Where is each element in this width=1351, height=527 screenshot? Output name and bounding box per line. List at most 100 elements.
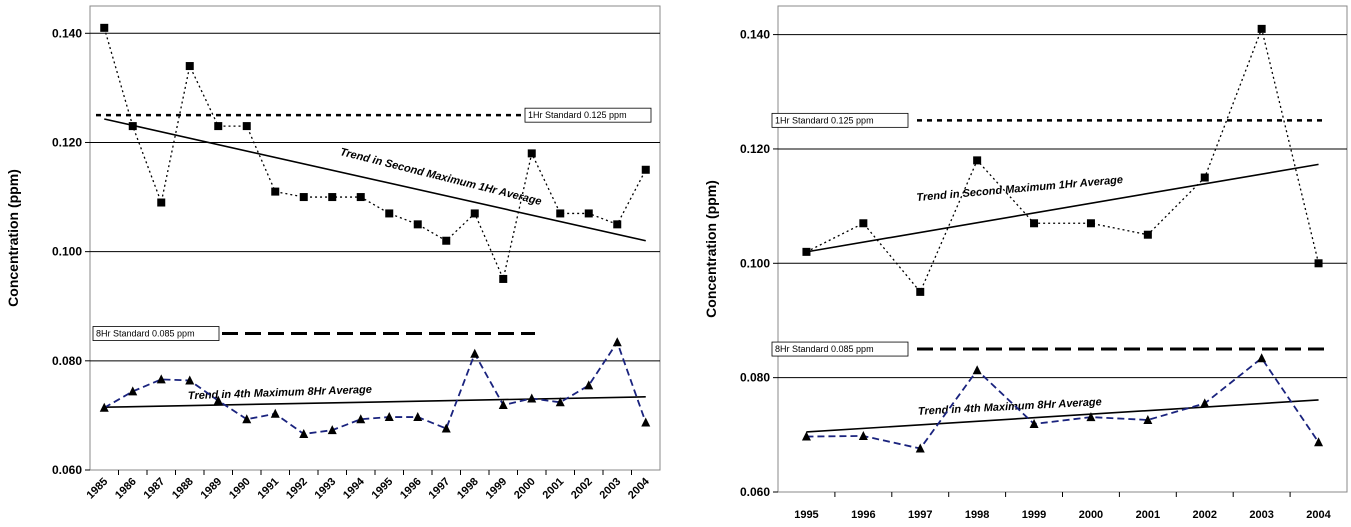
trend-line-8hr (104, 396, 646, 409)
x-tick-label: 1988 (170, 476, 196, 502)
y-tick-label: 0.120 (52, 135, 82, 149)
data-point-square (1314, 259, 1323, 268)
standard-label-box (524, 107, 652, 123)
data-point-triangle (1314, 437, 1324, 447)
trend-line-1hr (806, 163, 1319, 253)
data-point-triangle (555, 397, 565, 407)
data-point-triangle (242, 414, 252, 424)
x-tick-label: 1997 (908, 509, 932, 521)
data-point-triangle (327, 425, 337, 435)
standard-label-box (771, 112, 909, 128)
x-tick-label: 1989 (199, 476, 225, 502)
data-point-square (1086, 219, 1095, 228)
series-1hr-line (806, 26, 1320, 294)
x-tick-label: 1995 (794, 509, 818, 521)
data-point-square (185, 62, 194, 71)
x-tick-label: 2001 (1136, 509, 1160, 521)
x-tick-label: 2000 (1079, 509, 1103, 521)
series-8hr-line (806, 356, 1320, 450)
x-tick-label: 1985 (85, 476, 111, 502)
x-tick-label: 1997 (427, 476, 453, 502)
x-tick-label: 1987 (142, 476, 168, 502)
y-tick-label: 0.080 (52, 354, 82, 368)
x-tick-label: 1992 (284, 476, 310, 502)
x-tick-label: 2002 (569, 476, 595, 502)
chart-right: 0.060 0.080 0.100 0.120 0.140 1995 1996 1997 199… (703, 5, 1348, 521)
standard-label: 1Hr Standard 0.125 ppm (775, 115, 874, 125)
data-point-triangle (527, 393, 537, 403)
data-point-square (584, 209, 593, 218)
y-tick-label: 0.140 (52, 26, 82, 40)
x-tick-label: 1990 (227, 476, 253, 502)
data-point-triangle (801, 431, 811, 441)
data-point-triangle (470, 348, 480, 358)
trend-line-8hr (806, 399, 1319, 433)
data-point-triangle (584, 380, 594, 390)
y-tick-label: 0.060 (52, 463, 82, 477)
data-point-square (413, 220, 422, 229)
x-tick-label: 2004 (626, 475, 652, 501)
x-tick-label: 1998 (965, 509, 989, 521)
x-tick-label: 2001 (541, 476, 567, 502)
data-point-triangle (498, 400, 508, 410)
data-point-square (641, 165, 650, 174)
y-axis-label: Concentration (ppm) (703, 180, 719, 318)
x-tick-label: 1994 (341, 475, 367, 501)
data-point-square (100, 23, 109, 32)
x-tick-label: 2004 (1306, 509, 1331, 521)
data-point-square (973, 156, 982, 165)
data-point-triangle (1257, 353, 1267, 363)
plot-area (777, 5, 1348, 493)
x-tick-label: 2002 (1193, 509, 1217, 521)
y-tick-label: 0.140 (740, 28, 770, 42)
data-point-square (328, 193, 337, 202)
data-point-triangle (1029, 418, 1039, 428)
data-point-triangle (1086, 412, 1096, 422)
y-tick-label: 0.060 (740, 485, 770, 499)
x-tick-label: 1986 (113, 476, 139, 502)
x-tick-label: 2003 (598, 476, 624, 502)
data-point-triangle (413, 412, 423, 422)
data-point-square (385, 209, 394, 218)
y-tick-label: 0.120 (740, 142, 770, 156)
data-point-square (470, 209, 479, 218)
data-point-square (916, 287, 925, 296)
trend-line-1hr (104, 118, 646, 242)
standard-label-box (92, 326, 220, 341)
x-tick-label: 1993 (313, 476, 339, 502)
data-point-square (1200, 173, 1209, 182)
y-tick-label: 0.100 (52, 245, 82, 259)
data-point-square (859, 219, 868, 228)
data-point-square (1030, 219, 1039, 228)
data-point-triangle (858, 430, 868, 440)
data-point-triangle (441, 423, 451, 433)
data-point-triangle (641, 417, 651, 427)
x-tick-label: 2003 (1249, 509, 1273, 521)
x-tick-label: 1995 (370, 476, 396, 502)
data-point-square (499, 274, 508, 283)
data-point-triangle (128, 386, 138, 396)
x-tick-label: 1998 (455, 476, 481, 502)
data-point-triangle (1143, 414, 1153, 424)
data-point-triangle (612, 337, 622, 347)
data-point-triangle (99, 402, 109, 412)
standard-label: 8Hr Standard 0.085 ppm (775, 344, 874, 354)
data-point-triangle (915, 443, 925, 453)
data-point-triangle (972, 365, 982, 375)
data-point-square (128, 122, 137, 131)
y-tick-label: 0.080 (740, 371, 770, 385)
data-point-square (242, 122, 251, 131)
data-point-square (1143, 230, 1152, 239)
y-axis-label: Concentration (ppm) (5, 169, 21, 307)
data-point-square (527, 149, 536, 158)
data-point-square (214, 122, 223, 131)
data-point-triangle (185, 375, 195, 385)
standard-label: 1Hr Standard 0.125 ppm (528, 110, 627, 120)
series-1hr-line (103, 27, 647, 282)
data-point-square (271, 187, 280, 196)
data-point-triangle (1200, 398, 1210, 408)
data-point-square (802, 247, 811, 256)
plot-area (89, 5, 661, 471)
trend-label: Trend in Second Maximum 1Hr Average (339, 146, 543, 208)
data-point-square (1257, 24, 1266, 33)
